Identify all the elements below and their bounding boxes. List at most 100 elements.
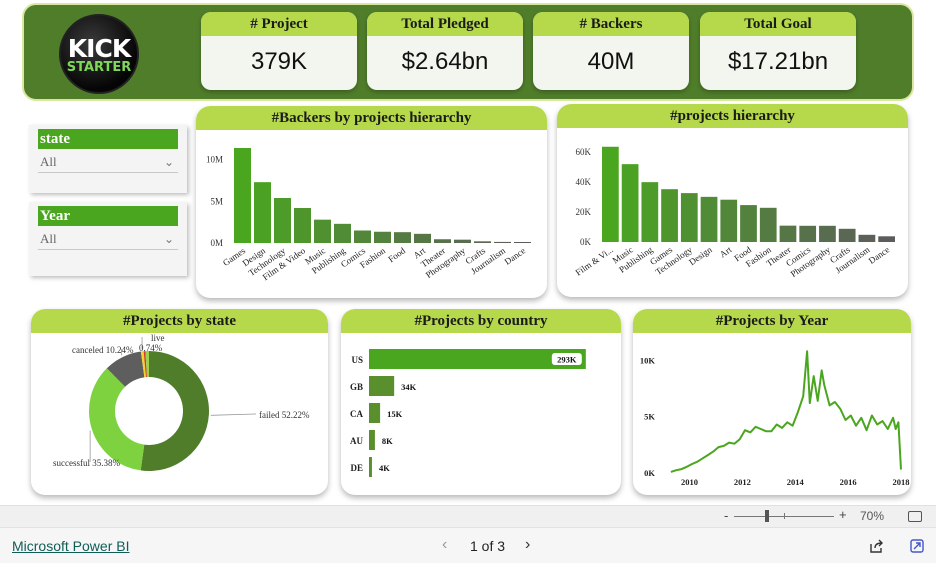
x-tick-label: 2016 — [840, 477, 857, 487]
bar — [779, 225, 797, 242]
bar — [434, 239, 451, 243]
slice-label: live — [151, 333, 165, 343]
x-tick-label: Dance — [867, 244, 892, 265]
bar — [641, 182, 659, 242]
y-tick-label: CA — [350, 409, 363, 419]
bar — [369, 430, 375, 450]
share-icon[interactable] — [870, 539, 884, 553]
pie-slice — [89, 368, 145, 471]
leader-line — [210, 413, 257, 416]
bar — [374, 231, 391, 243]
data-label: 34K — [401, 382, 417, 392]
y-tick-label: AU — [350, 436, 363, 446]
dropdown-value: All — [40, 154, 57, 169]
y-tick-label: GB — [350, 382, 363, 392]
y-tick-label: 5K — [644, 412, 655, 422]
kpi-value: 379K — [250, 48, 308, 75]
projects-by-category-card[interactable]: #projects hierarchy 0K 20K 40K 60K Film & Vi… — [557, 104, 908, 297]
data-label-badge — [551, 353, 582, 365]
kpi-card-total-goal[interactable]: Total Goal $17.21bn — [700, 12, 856, 90]
kpi-value: $2.64bn — [401, 48, 489, 75]
zoom-slider-tick — [784, 513, 785, 519]
logo-line1: KICK — [67, 34, 131, 63]
bar — [414, 233, 431, 243]
chart-title: #Projects by state — [31, 309, 328, 333]
dropdown-value: All — [40, 231, 57, 246]
state-slicer: state All ⌄ — [29, 125, 187, 193]
backers-by-category-card[interactable]: #Backers by projects hierarchy 0M 5M 10M Ga… — [196, 106, 547, 298]
x-tick-label: Dance — [503, 245, 528, 266]
bar — [759, 207, 777, 242]
bar — [394, 232, 411, 243]
bar — [354, 230, 371, 243]
next-page-button[interactable]: › — [525, 536, 531, 553]
bar — [369, 403, 381, 423]
bar — [621, 164, 639, 242]
data-label: 15K — [387, 409, 403, 419]
chevron-down-icon[interactable]: ⌄ — [163, 155, 174, 169]
zoom-level: 70% — [860, 509, 885, 523]
y-tick-label: 0K — [580, 237, 592, 247]
bar — [799, 225, 817, 242]
state-dropdown[interactable]: All ⌄ — [38, 151, 178, 173]
slice-label: successful 35.38% — [53, 458, 120, 468]
bar — [838, 228, 856, 242]
year-slicer: Year All ⌄ — [29, 202, 187, 276]
power-bi-link[interactable]: Microsoft Power BI — [12, 538, 130, 554]
x-tick-label: Design — [687, 244, 714, 267]
pie-slice — [143, 351, 147, 378]
report-canvas: KICK STARTER # Project 379K Total Pledge… — [22, 3, 914, 495]
footer-bar: Microsoft Power BI ‹ 1 of 3 › — [0, 527, 936, 563]
slicer-title: state — [38, 129, 178, 149]
status-bar: - + 70% — [0, 505, 936, 527]
fit-to-page-icon[interactable] — [908, 511, 922, 522]
x-tick-label: 2010 — [681, 477, 698, 487]
y-tick-label: 10K — [640, 355, 656, 365]
projects-by-state-card[interactable]: #Projects by state failed 52.22% successf… — [31, 309, 328, 495]
bar — [334, 223, 351, 243]
bar — [720, 199, 738, 242]
chart-title: #projects hierarchy — [557, 104, 908, 128]
zoom-out-button[interactable]: - — [724, 508, 729, 523]
y-tick-label: 60K — [576, 147, 592, 157]
kpi-card-total-pledged[interactable]: Total Pledged $2.64bn — [367, 12, 523, 90]
data-label: 4K — [379, 463, 390, 473]
bar — [254, 182, 271, 243]
kpi-value: $17.21bn — [727, 48, 829, 75]
bar — [700, 196, 718, 242]
expand-icon[interactable] — [910, 539, 924, 553]
kpi-label: # Backers — [533, 12, 689, 36]
bar — [274, 198, 291, 243]
kickstarter-logo: KICK STARTER — [59, 14, 139, 94]
chart-title: #Projects by Year — [633, 309, 911, 333]
logo-line2: STARTER — [66, 60, 132, 75]
bar — [819, 225, 836, 242]
zoom-slider-thumb[interactable] — [765, 510, 769, 522]
bar — [494, 241, 511, 243]
bar — [369, 376, 395, 396]
zoom-in-button[interactable]: + — [839, 507, 847, 522]
kpi-label: Total Pledged — [367, 12, 523, 36]
y-tick-label: 20K — [576, 207, 592, 217]
previous-page-button[interactable]: ‹ — [442, 536, 448, 553]
chart-title: #Projects by country — [341, 309, 621, 333]
slice-label: 0.74% — [139, 343, 163, 353]
projects-by-year-card[interactable]: #Projects by Year 0K 5K 10K 2010 2012 2014 201… — [633, 309, 911, 495]
bar — [878, 236, 895, 242]
pie-slice — [140, 351, 209, 471]
chevron-down-icon[interactable]: ⌄ — [163, 232, 174, 246]
year-dropdown[interactable]: All ⌄ — [38, 228, 178, 250]
x-tick-label: Art — [718, 244, 734, 259]
slice-label: failed 52.22% — [259, 410, 310, 420]
series-line — [670, 350, 902, 473]
kpi-card-backers[interactable]: # Backers 40M — [533, 12, 689, 90]
pie-slice — [145, 351, 149, 378]
kpi-value: 40M — [587, 48, 635, 75]
bar — [680, 193, 698, 242]
y-tick-label: US — [351, 355, 363, 365]
kpi-card-projects[interactable]: # Project 379K — [201, 12, 357, 90]
bar — [294, 208, 311, 243]
projects-by-country-card[interactable]: #Projects by country US 293K GB 34K CA 15K AU 8… — [341, 309, 621, 495]
x-tick-label: 2018 — [893, 477, 910, 487]
